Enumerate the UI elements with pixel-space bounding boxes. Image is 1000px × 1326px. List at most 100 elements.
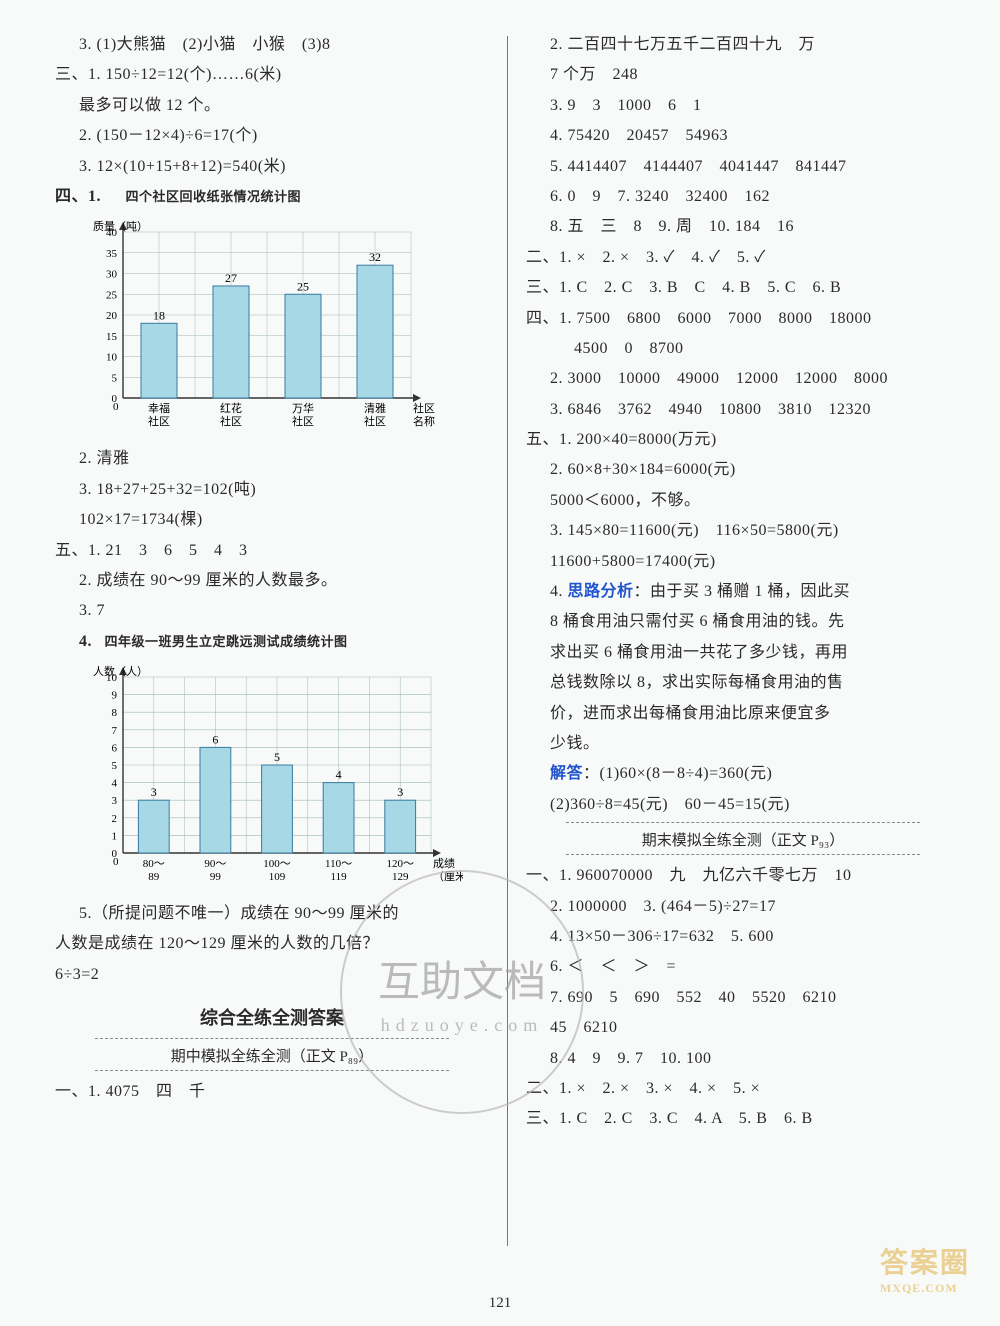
text-line: 五、1. 21 3 6 5 4 3: [55, 536, 489, 566]
text-line: 最多可以做 12 个。: [55, 91, 489, 121]
svg-text:7: 7: [112, 725, 118, 737]
text-line: 4. 思路分析：由于买 3 桶赠 1 桶，因此买: [526, 577, 960, 607]
text-line: 3. 9 3 1000 6 1: [526, 91, 960, 121]
section-label: 四、1.: [55, 188, 101, 205]
svg-text:80～: 80～: [143, 858, 165, 870]
text-line: 3. 12×(10+15+8+12)=540(米): [55, 152, 489, 182]
text-line: 一、1. 960070000 九 九亿六千零七万 10: [526, 861, 960, 891]
corner-watermark-text: 答案圈: [880, 1248, 970, 1279]
svg-text:90～: 90～: [204, 858, 226, 870]
two-column-layout: 3. (1)大熊猫 (2)小猫 小猴 (3)8 三、1. 150÷12=12(个…: [55, 30, 960, 1246]
right-column: 2. 二百四十七万五千二百四十九 万 7 个万 248 3. 9 3 1000 …: [526, 30, 960, 1246]
text-line: 8. 五 三 8 9. 周 10. 184 16: [526, 212, 960, 242]
corner-watermark: 答案圈 MXQE.COM: [880, 1241, 970, 1296]
text-line: 45 6210: [526, 1013, 960, 1043]
text-span: ：由于买 3 桶赠 1 桶，因此买: [634, 583, 851, 600]
svg-text:100～: 100～: [263, 858, 291, 870]
svg-text:清雅: 清雅: [364, 401, 386, 415]
svg-text:3: 3: [112, 795, 118, 807]
svg-text:27: 27: [225, 271, 237, 285]
text-line: 价，进而求出每桶食用油比原来便宜多: [526, 699, 960, 729]
svg-text:（厘米）: （厘米）: [433, 870, 463, 883]
text-line: 4. 四年级一班男生立定跳远测试成绩统计图: [55, 627, 489, 657]
text-line: 5. 4414407 4144407 4041447 841447: [526, 152, 960, 182]
svg-text:99: 99: [210, 871, 222, 883]
dotted-divider: [566, 822, 920, 823]
svg-text:25: 25: [106, 290, 118, 302]
text-line: 3. 145×80=11600(元) 116×50=5800(元): [526, 516, 960, 546]
text-line: 2. 清雅: [55, 444, 489, 474]
text-line: 11600+5800=17400(元): [526, 547, 960, 577]
svg-text:110～: 110～: [325, 858, 352, 870]
text-line: 四、1. 7500 6800 6000 7000 8000 18000: [526, 304, 960, 334]
chart-title: 四个社区回收纸张情况统计图: [126, 189, 302, 204]
svg-text:120～: 120～: [386, 858, 414, 870]
text-line: 人数是成绩在 120～129 厘米的人数的几倍？: [55, 929, 489, 959]
chart-title: 四年级一班男生立定跳远测试成绩统计图: [105, 634, 348, 649]
text-line: 6. 0 9 7. 3240 32400 162: [526, 182, 960, 212]
svg-text:6: 6: [112, 742, 118, 754]
svg-text:0: 0: [113, 401, 119, 413]
svg-text:8: 8: [112, 707, 118, 719]
text-line: 2. 1000000 3. (464－5)÷27=17: [526, 892, 960, 922]
svg-text:32: 32: [369, 251, 381, 265]
text-line: 4. 13×50－306÷17=632 5. 600: [526, 922, 960, 952]
bar-chart-2: 012345678910人数（人）成绩（厘米）380～89690～995100～…: [83, 663, 489, 893]
text-line: 少钱。: [526, 729, 960, 759]
svg-text:4: 4: [112, 778, 118, 790]
text-line: 3. 7: [55, 596, 489, 626]
text-line: 3. 6846 3762 4940 10800 3810 12320: [526, 395, 960, 425]
text-line: 2. 二百四十七万五千二百四十九 万: [526, 30, 960, 60]
svg-text:6: 6: [212, 732, 218, 746]
page-number: 121: [0, 1295, 1000, 1312]
item-label: 4.: [79, 633, 92, 650]
text-line: 一、1. 4075 四 千: [55, 1077, 489, 1107]
text-line: 8. 4 9 9. 7 10. 100: [526, 1044, 960, 1074]
text-line: 7 个万 248: [526, 60, 960, 90]
text-line: 四、1. 四个社区回收纸张情况统计图: [55, 182, 489, 212]
svg-text:3: 3: [397, 785, 403, 799]
text-line: 三、1. C 2. C 3. C 4. A 5. B 6. B: [526, 1104, 960, 1134]
svg-text:质量（吨）: 质量（吨）: [93, 220, 148, 233]
item-label: 4.: [550, 583, 568, 600]
text-line: 6÷3=2: [55, 960, 489, 990]
svg-text:18: 18: [153, 309, 165, 323]
text-line: 三、1. 150÷12=12(个)……6(米): [55, 60, 489, 90]
text-line: 5000＜6000，不够。: [526, 486, 960, 516]
svg-text:万华: 万华: [292, 401, 314, 415]
svg-text:社区: 社区: [220, 414, 242, 428]
text-line: 二、1. × 2. × 3. ✓ 4. ✓ 5. ✓: [526, 243, 960, 273]
text-line: 3. (1)大熊猫 (2)小猫 小猴 (3)8: [55, 30, 489, 60]
text-line: 解答：(1)60×(8－8÷4)=360(元): [526, 759, 960, 789]
section-heading: 综合全练全测答案: [55, 1004, 489, 1030]
text-line: 5.（所提问题不唯一）成绩在 90～99 厘米的: [55, 899, 489, 929]
text-line: 三、1. C 2. C 3. B C 4. B 5. C 6. B: [526, 273, 960, 303]
svg-text:30: 30: [106, 269, 118, 281]
dotted-divider: [95, 1038, 449, 1039]
subsection-heading: 期末模拟全练全测（正文 P₉₃）: [526, 829, 960, 850]
svg-text:红花: 红花: [220, 402, 242, 415]
svg-text:109: 109: [269, 871, 286, 883]
svg-text:5: 5: [112, 760, 118, 772]
text-line: 求出买 6 桶食用油一共花了多少钱，再用: [526, 638, 960, 668]
corner-watermark-url: MXQE.COM: [880, 1281, 970, 1296]
subsection-heading: 期中模拟全练全测（正文 P₈₉）: [55, 1045, 489, 1066]
text-line: 102×17=1734(棵): [55, 505, 489, 535]
text-line: 4. 75420 20457 54963: [526, 121, 960, 151]
svg-text:20: 20: [106, 310, 118, 322]
text-line: 五、1. 200×40=8000(万元): [526, 425, 960, 455]
svg-text:15: 15: [106, 331, 118, 343]
svg-text:4: 4: [336, 768, 342, 782]
text-line: (2)360÷8=45(元) 60－45=15(元): [526, 790, 960, 820]
svg-text:129: 129: [392, 871, 409, 883]
svg-text:10: 10: [106, 352, 118, 364]
text-span: ：(1)60×(8－8÷4)=360(元): [583, 765, 772, 782]
text-line: 4500 0 8700: [526, 334, 960, 364]
svg-text:1: 1: [112, 830, 118, 842]
left-column: 3. (1)大熊猫 (2)小猫 小猴 (3)8 三、1. 150÷12=12(个…: [55, 30, 489, 1246]
page: 3. (1)大熊猫 (2)小猫 小猴 (3)8 三、1. 150÷12=12(个…: [0, 0, 1000, 1326]
column-divider: [507, 36, 508, 1246]
svg-text:人数（人）: 人数（人）: [93, 665, 148, 678]
dotted-divider: [95, 1070, 449, 1071]
svg-text:社区: 社区: [292, 414, 314, 428]
